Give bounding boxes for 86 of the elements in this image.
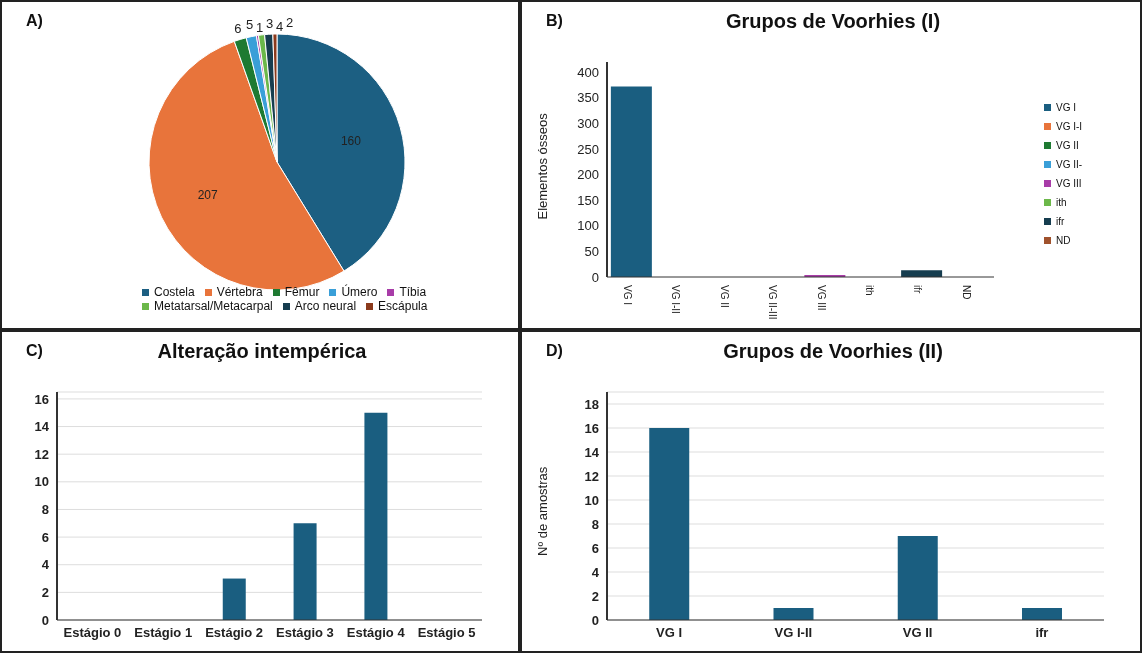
legend-label: Tíbia xyxy=(398,285,427,299)
legend-label: Escápula xyxy=(377,299,428,313)
bar xyxy=(222,578,246,620)
bar xyxy=(773,608,814,620)
legend-label: VG III xyxy=(1055,178,1083,189)
legend-label: Úmero xyxy=(340,285,378,299)
y-tick-label: 4 xyxy=(591,564,600,580)
x-tick-label: Estágio 1 xyxy=(134,625,193,641)
y-tick-label: 2 xyxy=(591,588,599,604)
data-label: 3 xyxy=(266,15,274,31)
x-tick-label: Estágio 0 xyxy=(63,625,122,641)
x-tick-label: VG I xyxy=(656,625,683,641)
y-tick-label: 16 xyxy=(584,420,599,436)
y-tick-label: 200 xyxy=(577,167,599,183)
y-tick-label: 18 xyxy=(584,396,599,412)
legend-label: ifr xyxy=(1055,216,1066,227)
y-tick-label: 0 xyxy=(591,269,599,285)
y-tick-label: 400 xyxy=(577,64,599,80)
data-label: 160 xyxy=(340,134,362,149)
legend-label: VG I xyxy=(1055,102,1077,113)
y-tick-label: 6 xyxy=(591,540,599,556)
data-label: 207 xyxy=(197,188,219,203)
chart-title: Grupos de Voorhies (I) xyxy=(725,10,941,32)
bar xyxy=(897,536,938,620)
legend-label: VG II xyxy=(1055,140,1080,151)
y-tick-label: 0 xyxy=(41,612,49,628)
y-tick-label: 6 xyxy=(41,529,49,545)
text: C) xyxy=(26,342,43,360)
legend-label: Vértebra xyxy=(215,285,263,299)
y-tick-label: 10 xyxy=(584,492,599,508)
text: D) xyxy=(546,342,563,360)
legend-label: Metatarsal/Metacarpal xyxy=(153,299,273,313)
chart-title: Grupos de Voorhies (II) xyxy=(723,340,943,362)
y-tick-label: 14 xyxy=(34,419,50,435)
y-tick-label: 14 xyxy=(584,444,600,460)
x-tick-label: VG II xyxy=(718,285,730,308)
y-tick-label: 4 xyxy=(41,557,50,573)
x-tick-label: VG III xyxy=(815,285,827,311)
bar xyxy=(293,523,317,620)
text: A) xyxy=(26,12,43,30)
x-tick-label: ifr xyxy=(912,285,924,294)
x-tick-label: VG II xyxy=(902,625,933,641)
data-label: 1 xyxy=(256,20,264,36)
y-tick-label: 10 xyxy=(34,474,49,490)
x-tick-label: Estágio 4 xyxy=(346,625,406,641)
y-axis-title: Nº de amostras xyxy=(534,466,550,556)
legend-label: ith xyxy=(1055,197,1068,208)
y-tick-label: 12 xyxy=(34,446,49,462)
data-label: 6 xyxy=(234,20,242,36)
x-tick-label: Estágio 3 xyxy=(276,625,334,641)
data-label: 4 xyxy=(276,18,284,34)
x-tick-label: ifr xyxy=(1035,625,1049,641)
data-label: 5 xyxy=(246,16,254,32)
chart-title: Alteração intempérica xyxy=(157,340,367,362)
x-tick-label: Estágio 5 xyxy=(417,625,476,641)
x-tick-label: VG II-III xyxy=(767,285,779,320)
y-tick-label: 350 xyxy=(577,90,599,106)
x-tick-label: ith xyxy=(863,285,875,296)
legend-label: VG II- xyxy=(1055,159,1083,170)
x-tick-label: Estágio 2 xyxy=(205,625,263,641)
y-tick-label: 150 xyxy=(577,192,599,208)
bar xyxy=(364,412,388,620)
y-tick-label: 50 xyxy=(584,244,599,260)
y-tick-label: 250 xyxy=(577,141,599,157)
x-tick-label: VG I-II xyxy=(670,285,682,314)
y-tick-label: 8 xyxy=(591,516,599,532)
text: B) xyxy=(546,12,563,30)
legend-label: VG I-I xyxy=(1055,121,1083,132)
y-tick-label: 0 xyxy=(591,612,599,628)
legend-label: Fêmur xyxy=(283,285,320,299)
y-axis-title: Elementos ósseos xyxy=(534,112,550,220)
y-tick-label: 12 xyxy=(584,468,599,484)
bar xyxy=(649,428,690,620)
data-label: 2 xyxy=(286,14,294,30)
y-tick-label: 16 xyxy=(34,391,49,407)
x-tick-label: ND xyxy=(960,285,972,300)
legend-label: ND xyxy=(1055,235,1072,246)
legend-label: Costela xyxy=(153,285,195,299)
x-tick-label: VG I-II xyxy=(774,625,813,641)
bar xyxy=(1022,608,1062,620)
legend-label: Arco neural xyxy=(293,299,357,313)
y-tick-label: 2 xyxy=(41,584,49,600)
x-tick-label: VG I xyxy=(622,285,634,306)
y-tick-label: 100 xyxy=(577,218,599,234)
y-tick-label: 8 xyxy=(41,502,49,518)
y-tick-label: 300 xyxy=(577,116,599,132)
